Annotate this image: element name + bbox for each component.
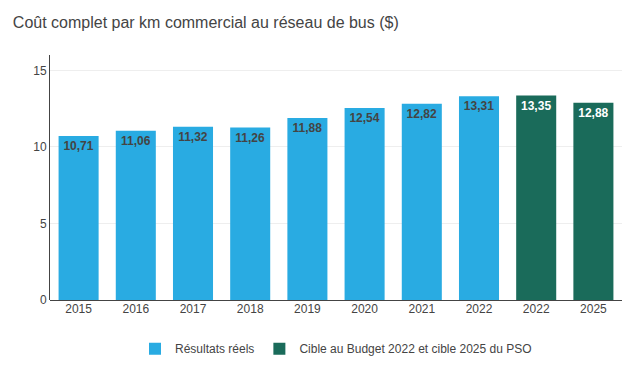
svg-text:2025: 2025 xyxy=(580,302,607,316)
svg-text:2015: 2015 xyxy=(65,302,92,316)
svg-text:13,31: 13,31 xyxy=(464,99,494,113)
svg-text:2018: 2018 xyxy=(237,302,264,316)
svg-text:11,32: 11,32 xyxy=(178,130,208,144)
svg-text:2022: 2022 xyxy=(523,302,550,316)
svg-text:0: 0 xyxy=(40,293,47,307)
svg-text:10: 10 xyxy=(33,140,47,154)
svg-text:10,71: 10,71 xyxy=(63,139,93,153)
svg-text:11,88: 11,88 xyxy=(293,121,323,135)
svg-text:Coût complet par km commercial: Coût complet par km commercial au réseau… xyxy=(13,14,399,31)
svg-text:2020: 2020 xyxy=(351,302,378,316)
svg-text:13,35: 13,35 xyxy=(521,99,551,113)
svg-text:2022: 2022 xyxy=(466,302,493,316)
svg-text:5: 5 xyxy=(40,217,47,231)
svg-text:2021: 2021 xyxy=(408,302,435,316)
svg-text:2016: 2016 xyxy=(122,302,149,316)
svg-text:12,54: 12,54 xyxy=(349,111,379,125)
svg-text:2017: 2017 xyxy=(180,302,207,316)
svg-text:11,06: 11,06 xyxy=(121,134,151,148)
svg-text:Cible au Budget 2022 et cible: Cible au Budget 2022 et cible 2025 du PS… xyxy=(299,342,531,356)
svg-text:12,88: 12,88 xyxy=(578,106,608,120)
svg-text:2019: 2019 xyxy=(294,302,321,316)
svg-text:11,26: 11,26 xyxy=(235,131,265,145)
svg-text:Résultats réels: Résultats réels xyxy=(175,342,254,356)
svg-text:12,82: 12,82 xyxy=(407,107,437,121)
svg-text:15: 15 xyxy=(33,64,47,78)
